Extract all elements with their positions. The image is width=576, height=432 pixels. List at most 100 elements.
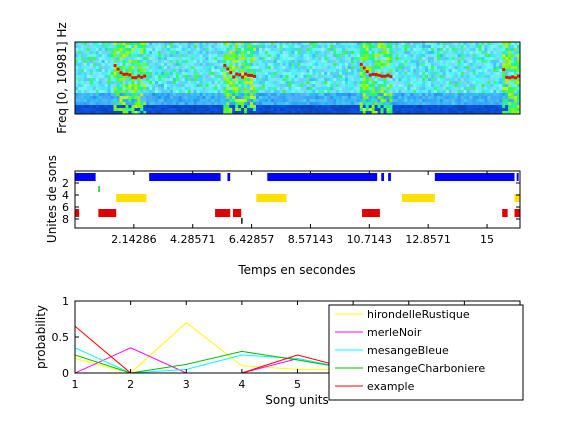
spectrogram-cell xyxy=(377,81,381,85)
spectrogram-cell xyxy=(484,54,488,58)
spectrogram-cell xyxy=(496,66,500,70)
spectrogram-cell xyxy=(383,87,387,91)
spectrogram-cell xyxy=(386,69,390,73)
spectrogram-cell xyxy=(211,108,215,112)
spectrogram-cell xyxy=(380,54,384,58)
spectrogram-cell xyxy=(451,108,456,112)
spectrogram-cell xyxy=(264,69,269,73)
spectrogram-cell xyxy=(404,75,408,79)
spectrogram-cell xyxy=(514,60,518,64)
spectrogram-cell xyxy=(273,60,278,64)
spectrogram-cell xyxy=(324,96,328,100)
spectrogram-cell xyxy=(499,63,503,67)
spectrogram-cell xyxy=(89,72,94,76)
spectrogram-cell xyxy=(282,42,287,46)
spectrogram-cell xyxy=(460,51,465,55)
spectrogram-cell xyxy=(211,87,215,91)
spectrogram-cell xyxy=(508,84,512,88)
spectrogram-cell xyxy=(152,96,156,100)
spectrogram-cell xyxy=(128,78,132,82)
spectrogram-cell xyxy=(499,87,503,91)
spectrogram-cell xyxy=(104,93,109,97)
spectrogram-cell xyxy=(463,66,467,70)
spectrogram-cell xyxy=(336,66,340,70)
spectrogram-trace xyxy=(374,72,378,76)
prob-ytick-label: 0 xyxy=(62,367,69,380)
spectrogram-cell xyxy=(377,99,381,103)
spectrogram-cell xyxy=(389,54,393,58)
spectrogram-cell xyxy=(226,84,230,88)
spectrogram-cell xyxy=(413,72,417,76)
spectrogram-cell xyxy=(380,99,384,103)
spectrogram-cell xyxy=(199,84,203,88)
spectrogram-cell xyxy=(324,87,328,91)
spectrogram-cell xyxy=(116,69,120,73)
spectrogram-cell xyxy=(241,45,245,49)
spectrogram-cell xyxy=(158,111,162,114)
spectrogram-cell xyxy=(158,54,162,58)
spectrogram-cell xyxy=(98,45,103,49)
spectrogram-cell xyxy=(365,90,370,94)
spectrogram-cell xyxy=(315,108,319,112)
spectrogram-cell xyxy=(336,60,340,64)
spectrogram-cell xyxy=(285,81,289,85)
spectrogram-cell xyxy=(318,57,322,61)
spectrogram-cell xyxy=(395,66,399,70)
spectrogram-cell xyxy=(267,69,272,73)
spectrogram-cell xyxy=(110,57,114,61)
spectrogram-cell xyxy=(487,96,491,100)
spectrogram-cell xyxy=(454,90,459,94)
spectrogram-cell xyxy=(98,108,103,112)
spectrogram-cell xyxy=(374,108,378,112)
spectrogram-cell xyxy=(508,51,512,55)
spectrogram-cell xyxy=(184,78,189,82)
spectrogram-cell xyxy=(238,75,242,79)
spectrogram-cell xyxy=(484,78,488,82)
spectrogram-cell xyxy=(309,57,313,61)
spectrogram-cell xyxy=(80,84,85,88)
spectrogram-cell xyxy=(330,111,334,114)
spectrogram-cell xyxy=(238,99,242,103)
spectrogram-cell xyxy=(404,84,408,88)
spectrogram-trace xyxy=(505,75,509,79)
spectrogram-cell xyxy=(505,81,509,85)
spectrogram-cell xyxy=(140,51,144,55)
spectrogram-cell xyxy=(125,51,129,55)
spectrogram-cell xyxy=(478,102,482,106)
spectrogram-cell xyxy=(336,42,340,46)
spectrogram-cell xyxy=(229,60,233,64)
spectrogram-cell xyxy=(241,72,245,76)
spectrogram-cell xyxy=(276,108,281,112)
spectrogram-cell xyxy=(324,42,328,46)
spectrogram-cell xyxy=(164,96,168,100)
spectrogram-cell xyxy=(264,75,269,79)
spectrogram-cell xyxy=(344,66,349,70)
spectrogram-cell xyxy=(134,54,138,58)
spectrogram-cell xyxy=(211,75,215,79)
spectrogram-cell xyxy=(413,93,417,97)
spectrogram-cell xyxy=(288,63,292,67)
spectrogram-cell xyxy=(377,60,381,64)
spectrogram-cell xyxy=(514,108,518,112)
spectrogram-cell xyxy=(362,75,367,79)
spectrogram-cell xyxy=(392,48,396,52)
spectrogram-cell xyxy=(282,54,287,58)
spectrogram-cell xyxy=(125,78,129,82)
spectrogram-cell xyxy=(386,78,390,82)
spectrogram-cell xyxy=(223,57,227,61)
spectrogram-cell xyxy=(347,81,352,85)
spectrogram-cell xyxy=(125,99,129,103)
spectrogram-cell xyxy=(217,48,221,52)
spectrogram-cell xyxy=(327,96,331,100)
spectrogram-cell xyxy=(478,105,482,109)
spectrogram-cell xyxy=(116,48,120,52)
legend-box xyxy=(328,304,524,401)
spectrogram-cell xyxy=(98,57,103,61)
spectrogram-cell xyxy=(196,108,200,112)
spectrogram-cell xyxy=(457,90,462,94)
spectrogram-cell xyxy=(279,45,284,49)
spectrogram-cell xyxy=(303,72,307,76)
spectrogram-cell xyxy=(241,66,245,70)
spectrogram-cell xyxy=(244,42,248,46)
spectrogram-cell xyxy=(327,51,331,55)
